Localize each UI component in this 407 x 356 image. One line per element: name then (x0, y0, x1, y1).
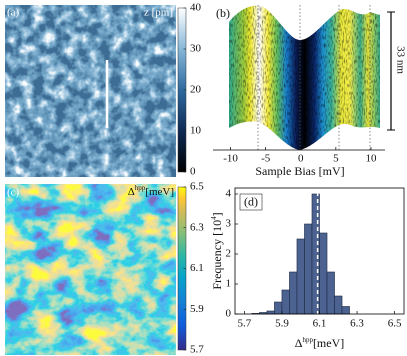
histogram-bar (341, 306, 350, 315)
x-tick-label: -10 (223, 153, 238, 165)
panel-label-box (239, 193, 263, 211)
colorbar-tick-label: 6.5 (190, 181, 204, 193)
y-tick-label: 0 (226, 308, 232, 320)
colorbar-tick-label: 30 (190, 43, 202, 55)
colorbar-label-sup: hpp (135, 184, 146, 192)
panel-label: (d) (244, 194, 258, 208)
x-tick-label: 5.7 (238, 318, 252, 330)
histogram-bar (311, 193, 320, 315)
panel-label: (b) (216, 6, 230, 20)
topography-image (5, 5, 176, 177)
gap-map-image (5, 184, 176, 355)
colorbar-tick-label: 40 (190, 2, 202, 14)
x-tick-label: 6.3 (350, 318, 364, 330)
colorbar-tick-label: 10 (190, 125, 202, 137)
histogram-bar (326, 271, 335, 315)
histogram-bar (319, 232, 328, 315)
x-tick-label: 10 (365, 153, 377, 165)
x-tick-label: 5.9 (275, 318, 289, 330)
colorbar-label: z [pm] (144, 7, 173, 19)
colorbar-tick-label: 0 (190, 166, 196, 178)
colorbar-tick-label: 6.1 (190, 262, 204, 274)
y-axis-label-base: Frequency [10 (210, 220, 224, 290)
panel-label: (a) (7, 7, 20, 19)
histogram-bar (304, 223, 313, 315)
x-tick-label: 6.5 (388, 318, 402, 330)
y-tick-label: 4 (226, 188, 232, 200)
histogram-bar (296, 238, 305, 315)
y-tick-label: 1 (226, 278, 232, 290)
spectral-map-texture (229, 5, 380, 151)
x-tick-label: 6.1 (313, 318, 327, 330)
colorbar-tick-label: 5.7 (190, 344, 204, 356)
scale-bar-label: 33 nm (394, 46, 406, 74)
histogram-bar (289, 271, 298, 315)
y-tick-label: 3 (226, 218, 232, 230)
x-axis-label-unit: [meV] (313, 336, 344, 350)
spectral-map (229, 5, 380, 151)
colorbar-tick-label: 6.3 (190, 221, 204, 233)
x-tick-label: 0 (298, 153, 304, 165)
colorbar-label: Δhpp[meV] (128, 184, 174, 198)
x-axis-label: Δhpp[meV] (295, 336, 345, 350)
x-axis-label: Sample Bias [mV] (255, 164, 344, 178)
y-tick-label: 2 (226, 248, 232, 260)
colorbar-label-base: Δ (128, 186, 135, 198)
x-tick-label: -5 (261, 153, 271, 165)
colorbar-tick-label: 5.9 (190, 303, 204, 315)
panel-label: (c) (7, 187, 20, 199)
histogram-bar (274, 301, 283, 315)
y-axis-label-sup: 4 (210, 216, 218, 220)
colorbar-tick-label: 20 (190, 84, 202, 96)
x-tick-label: 5 (333, 153, 339, 165)
histogram-bar (334, 295, 343, 315)
y-axis-label-unit: ] (210, 212, 224, 216)
histogram-bar (266, 310, 275, 315)
histogram-bar (281, 289, 290, 315)
x-axis-label-base: Δ (295, 336, 303, 350)
x-axis-label-sup: hpp (302, 336, 313, 344)
y-axis-label: Frequency [104] (210, 212, 224, 289)
colorbar-label-unit: [meV] (145, 186, 174, 198)
